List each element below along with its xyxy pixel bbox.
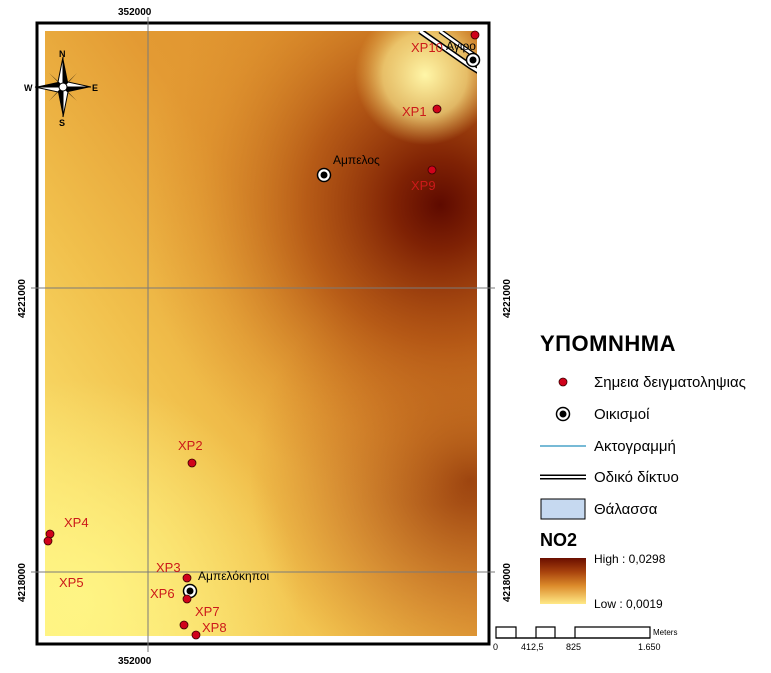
west-label: W: [24, 83, 33, 93]
grid-label-y-top-right: 4221000: [502, 279, 513, 318]
grid-lines: [31, 17, 495, 652]
sample-point-xp4b: [43, 536, 53, 546]
legend-item-roads: Οδικό δίκτυο: [540, 464, 679, 490]
scale-tick: 1.650: [638, 642, 661, 652]
sample-point-xp2: [187, 458, 197, 468]
sample-label: XP8: [202, 620, 227, 635]
legend-label: Ακτογραμμή: [594, 437, 676, 455]
settlement-icon: [540, 403, 586, 425]
coastline-icon: [540, 435, 586, 457]
sample-point-xp7: [179, 620, 189, 630]
grid-label-x-bottom: 352000: [118, 656, 152, 667]
sample-label: XP4: [64, 515, 89, 530]
scale-tick: 412,5: [521, 642, 544, 652]
sample-point-icon: [540, 371, 586, 393]
north-label: N: [59, 49, 66, 59]
grid-label-x-top: 352000: [118, 7, 152, 18]
settlement-label: Αμπελος: [333, 153, 380, 167]
sea-icon: [540, 498, 586, 520]
no2-high-label: High : 0,0298: [594, 552, 666, 566]
sample-label: XP9: [411, 178, 436, 193]
scale-bar: [495, 626, 651, 639]
no2-surface: [45, 31, 477, 636]
settlement-ampelos: Αμπελος: [316, 153, 380, 183]
grid-label-y-bottom-left: 4218000: [17, 563, 28, 602]
sample-label: XP10: [411, 40, 443, 55]
settlement-label: Αμπελόκηποι: [198, 569, 269, 583]
sample-points: [43, 30, 480, 640]
sample-point-xp10: [470, 30, 480, 40]
legend-label: Οικισμοί: [594, 405, 650, 423]
scale-tick: 825: [566, 642, 581, 652]
legend-item-sea: Θάλασσα: [540, 496, 657, 522]
no2-title: NO2: [540, 530, 578, 550]
sample-label: XP5: [59, 575, 84, 590]
settlement-label: Αγιρο: [446, 39, 476, 53]
road-icon: [540, 466, 586, 488]
sample-label: XP7: [195, 604, 220, 619]
sample-point-xp3: [182, 573, 192, 583]
no2-low-label: Low : 0,0019: [594, 597, 663, 611]
legend-item-settlements: Οικισμοί: [540, 401, 649, 427]
scale-tick: 0: [493, 642, 498, 652]
sample-labels: XP10 XP1 XP9 XP2 XP4 XP3 XP5 XP6 XP7 XP8: [59, 40, 443, 635]
settlement-agiros: Αγιρο: [446, 39, 481, 68]
no2-color-ramp: [540, 558, 586, 604]
legend-label: Σημεια δειγματοληψιας: [594, 373, 746, 391]
legend-title: ΥΠΟΜΝΗΜΑ: [540, 331, 676, 356]
sample-point-xp1: [432, 104, 442, 114]
sample-point-xp6: [182, 594, 192, 604]
grid-label-y-top-left: 4221000: [17, 279, 28, 318]
sample-label: XP1: [402, 104, 427, 119]
legend-item-coastline: Ακτογραμμή: [540, 433, 676, 459]
scale-unit: Meters: [653, 628, 677, 637]
legend-label: Οδικό δίκτυο: [594, 468, 679, 486]
sample-label: XP3: [156, 560, 181, 575]
grid-label-y-bottom-right: 4218000: [502, 563, 513, 602]
north-arrow-icon: [34, 56, 92, 118]
sample-point-xp9: [427, 165, 437, 175]
south-label: S: [59, 118, 65, 128]
east-label: E: [92, 83, 98, 93]
sample-point-xp8: [191, 630, 201, 640]
sample-label: XP2: [178, 438, 203, 453]
legend-item-samples: Σημεια δειγματοληψιας: [540, 369, 746, 395]
sample-label: XP6: [150, 586, 175, 601]
legend-label: Θάλασσα: [594, 500, 658, 518]
